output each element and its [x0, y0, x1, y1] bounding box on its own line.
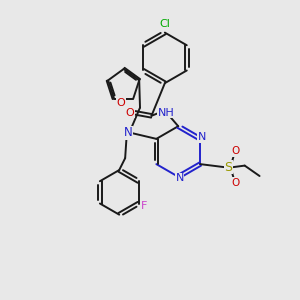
Text: N: N: [176, 173, 184, 183]
Text: N: N: [124, 126, 133, 140]
Text: Cl: Cl: [159, 19, 170, 29]
Text: O: O: [232, 146, 240, 156]
Text: O: O: [125, 108, 134, 118]
Text: O: O: [116, 98, 125, 108]
Text: O: O: [232, 178, 240, 188]
Text: NH: NH: [158, 108, 175, 118]
Text: S: S: [224, 160, 232, 174]
Text: N: N: [197, 132, 206, 142]
Text: F: F: [141, 202, 148, 212]
